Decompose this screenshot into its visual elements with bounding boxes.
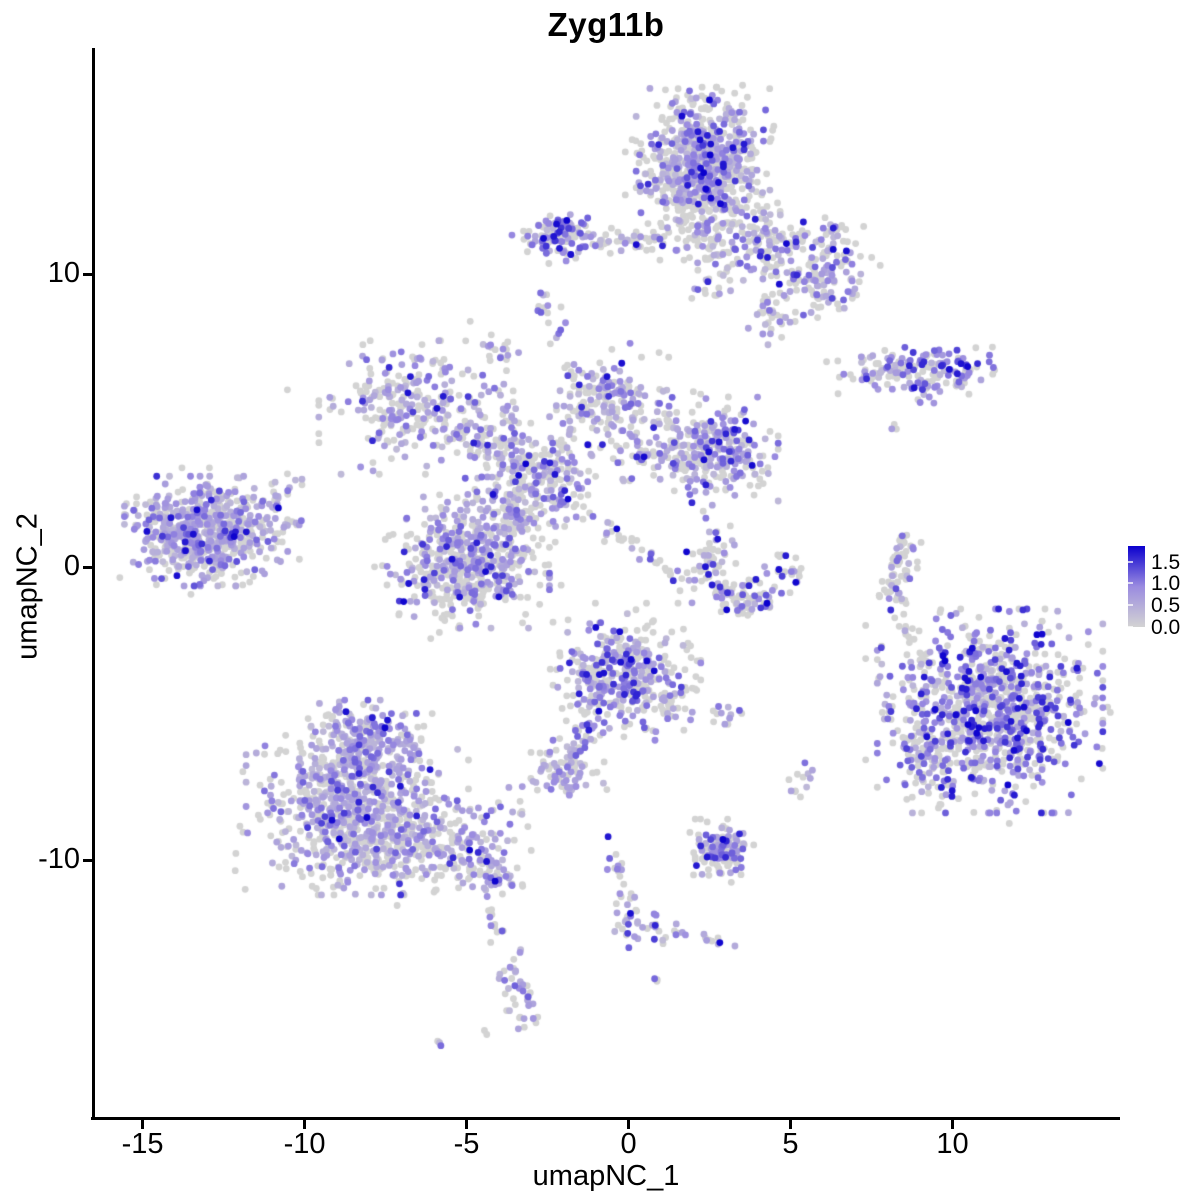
x-tick-mark xyxy=(303,1120,307,1129)
expression-colorbar-legend: 1.5 1.0 0.5 0.0 xyxy=(1124,540,1200,640)
y-axis-title: umapNC_2 xyxy=(11,513,44,660)
x-tick-label: -10 xyxy=(283,1128,326,1160)
y-tick-mark xyxy=(83,858,92,862)
colorbar-tick xyxy=(1128,604,1133,607)
x-axis-title: umapNC_1 xyxy=(532,1160,680,1192)
x-tick-mark xyxy=(141,1120,145,1129)
plot-title: Zyg11b xyxy=(547,6,665,43)
y-tick-label: 0 xyxy=(63,550,80,583)
colorbar-gradient xyxy=(1128,546,1145,627)
colorbar-label: 0.5 xyxy=(1151,594,1181,618)
x-tick-mark xyxy=(465,1120,469,1129)
x-tick-label: 10 xyxy=(936,1128,969,1160)
x-axis-line xyxy=(91,1117,1120,1120)
x-tick-mark xyxy=(950,1120,954,1129)
y-tick-mark xyxy=(83,272,92,276)
x-tick-mark xyxy=(627,1120,631,1129)
x-tick-label: 5 xyxy=(782,1128,799,1160)
x-tick-label: 0 xyxy=(620,1128,637,1160)
x-tick-label: -5 xyxy=(453,1128,480,1160)
colorbar-tick xyxy=(1128,626,1133,628)
colorbar-label: 0.0 xyxy=(1151,616,1181,639)
y-tick-label: 10 xyxy=(47,257,80,290)
y-tick-mark xyxy=(83,565,92,569)
colorbar-tick xyxy=(1128,582,1133,585)
colorbar-label: 1.0 xyxy=(1151,572,1181,596)
y-axis-line xyxy=(92,48,95,1120)
y-tick-label: -10 xyxy=(38,843,80,876)
colorbar-tick xyxy=(1128,560,1133,563)
x-tick-mark xyxy=(788,1120,792,1129)
x-tick-label: -15 xyxy=(121,1128,164,1160)
colorbar-label: 1.5 xyxy=(1151,550,1181,574)
